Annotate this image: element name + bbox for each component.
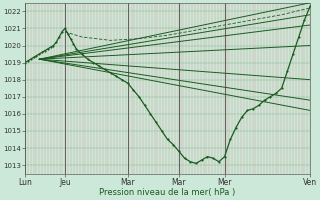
X-axis label: Pression niveau de la mer( hPa ): Pression niveau de la mer( hPa ): [100, 188, 236, 197]
